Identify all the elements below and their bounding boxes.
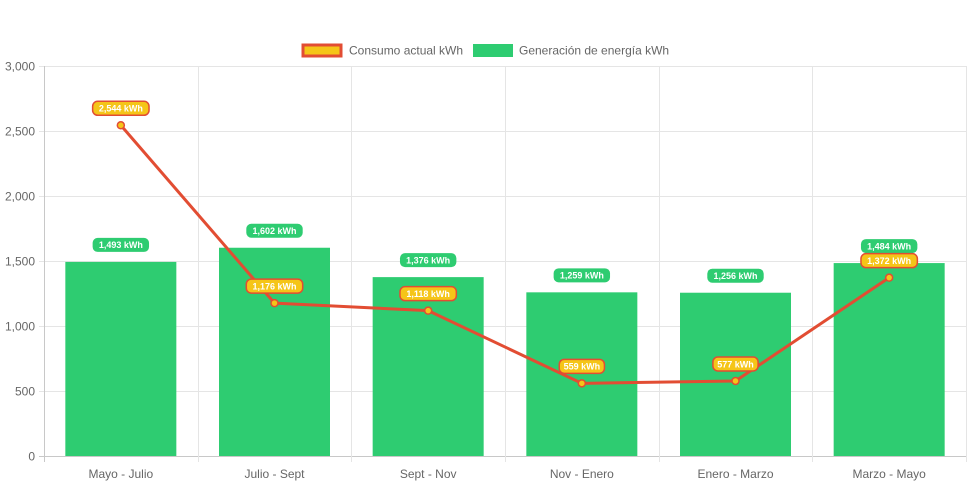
bar[interactable] [65, 261, 177, 456]
line-value-label-bg [245, 278, 304, 294]
x-tick-label: Nov - Enero [550, 467, 614, 481]
bar[interactable] [680, 292, 791, 456]
bar-series [65, 247, 945, 456]
line-value-label-bg [712, 356, 759, 372]
bar-value-label-bg [860, 239, 918, 254]
bar[interactable] [526, 292, 638, 456]
y-tick-label: 2,500 [5, 125, 35, 139]
legend-label-generation: Generación de energía kWh [519, 44, 669, 58]
x-tick-label: Julio - Sept [244, 467, 305, 481]
bar-value-label: 1,493 kWh [92, 237, 150, 252]
x-tick-label: Sept - Nov [400, 467, 457, 481]
bar-value-label: 1,484 kWh [860, 239, 918, 254]
bar-value-label: 1,256 kWh [707, 268, 764, 283]
line-value-label: 1,372 kWh [860, 252, 919, 269]
legend-item-consumption[interactable]: Consumo actual kWh [301, 43, 463, 58]
line-value-label-bg [860, 252, 919, 269]
y-tick-label: 500 [15, 385, 35, 399]
legend-swatch-bar [473, 44, 513, 57]
bar-value-label-text: 1,376 kWh [406, 255, 450, 265]
line-point[interactable] [116, 121, 126, 130]
line-point[interactable] [270, 298, 279, 308]
legend-item-generation[interactable]: Generación de energía kWh [473, 44, 669, 58]
legend-swatch-line [301, 43, 343, 58]
line-series [116, 121, 894, 388]
line-point[interactable] [884, 273, 894, 282]
bar-value-label-text: 1,493 kWh [99, 240, 143, 250]
line-value-label: 559 kWh [558, 358, 606, 375]
x-tick-label: Marzo - Mayo [852, 467, 926, 481]
consumption-line [119, 124, 891, 385]
bar-value-label-bg [399, 253, 457, 268]
line-value-label-bg [399, 285, 458, 302]
bar-value-label: 1,259 kWh [553, 268, 611, 283]
line-point[interactable] [577, 379, 587, 388]
line-value-label-text: 1,176 kWh [252, 281, 296, 291]
y-tick-label: 1,500 [5, 255, 35, 269]
bar-value-label-bg [246, 223, 303, 238]
line-value-label: 2,544 kWh [91, 100, 150, 117]
x-tick-label: Enero - Marzo [697, 467, 773, 481]
bar-value-label-text: 1,259 kWh [560, 271, 604, 281]
legend-label-consumption: Consumo actual kWh [349, 44, 463, 58]
y-tick-label: 2,000 [5, 190, 35, 204]
y-tick-label: 3,000 [5, 60, 35, 74]
axes: 0 500 1,000 1,500 2,000 2,500 3,000 Mayo - Juli… [5, 60, 926, 482]
bar-value-label: 1,602 kWh [246, 223, 303, 238]
line-value-label-text: 577 kWh [717, 359, 754, 369]
line-value-label-bg [558, 358, 606, 375]
bar-value-label-text: 1,602 kWh [252, 226, 296, 236]
bar-value-label: 1,376 kWh [399, 253, 457, 268]
data-labels: 1,493 kWh 1,602 kWh 1,376 kWh 1,259 kWh 1,25… [91, 100, 919, 375]
bar-value-label-bg [92, 237, 150, 252]
line-value-label-text: 1,118 kWh [406, 289, 450, 299]
line-point[interactable] [423, 306, 433, 315]
legend: Consumo actual kWh Generación de energía … [301, 43, 669, 58]
bar-value-label-bg [553, 268, 611, 283]
line-value-label: 1,176 kWh [245, 278, 304, 294]
bar-value-label-bg [707, 268, 764, 283]
line-value-label: 1,118 kWh [399, 285, 458, 302]
line-value-label-text: 559 kWh [564, 362, 601, 372]
line-value-label-text: 2,544 kWh [99, 104, 143, 114]
line-value-label-text: 1,372 kWh [867, 256, 911, 266]
bar-value-label-text: 1,256 kWh [713, 271, 757, 281]
line-value-label-bg [91, 100, 150, 117]
grid [39, 66, 967, 462]
bar[interactable] [833, 263, 945, 456]
bar[interactable] [372, 277, 484, 456]
line-point[interactable] [731, 376, 740, 386]
bar-value-label-text: 1,484 kWh [867, 241, 911, 251]
line-value-label: 577 kWh [712, 356, 759, 372]
x-tick-label: Mayo - Julio [88, 467, 153, 481]
y-tick-label: 0 [28, 450, 35, 464]
y-tick-label: 1,000 [5, 320, 35, 334]
